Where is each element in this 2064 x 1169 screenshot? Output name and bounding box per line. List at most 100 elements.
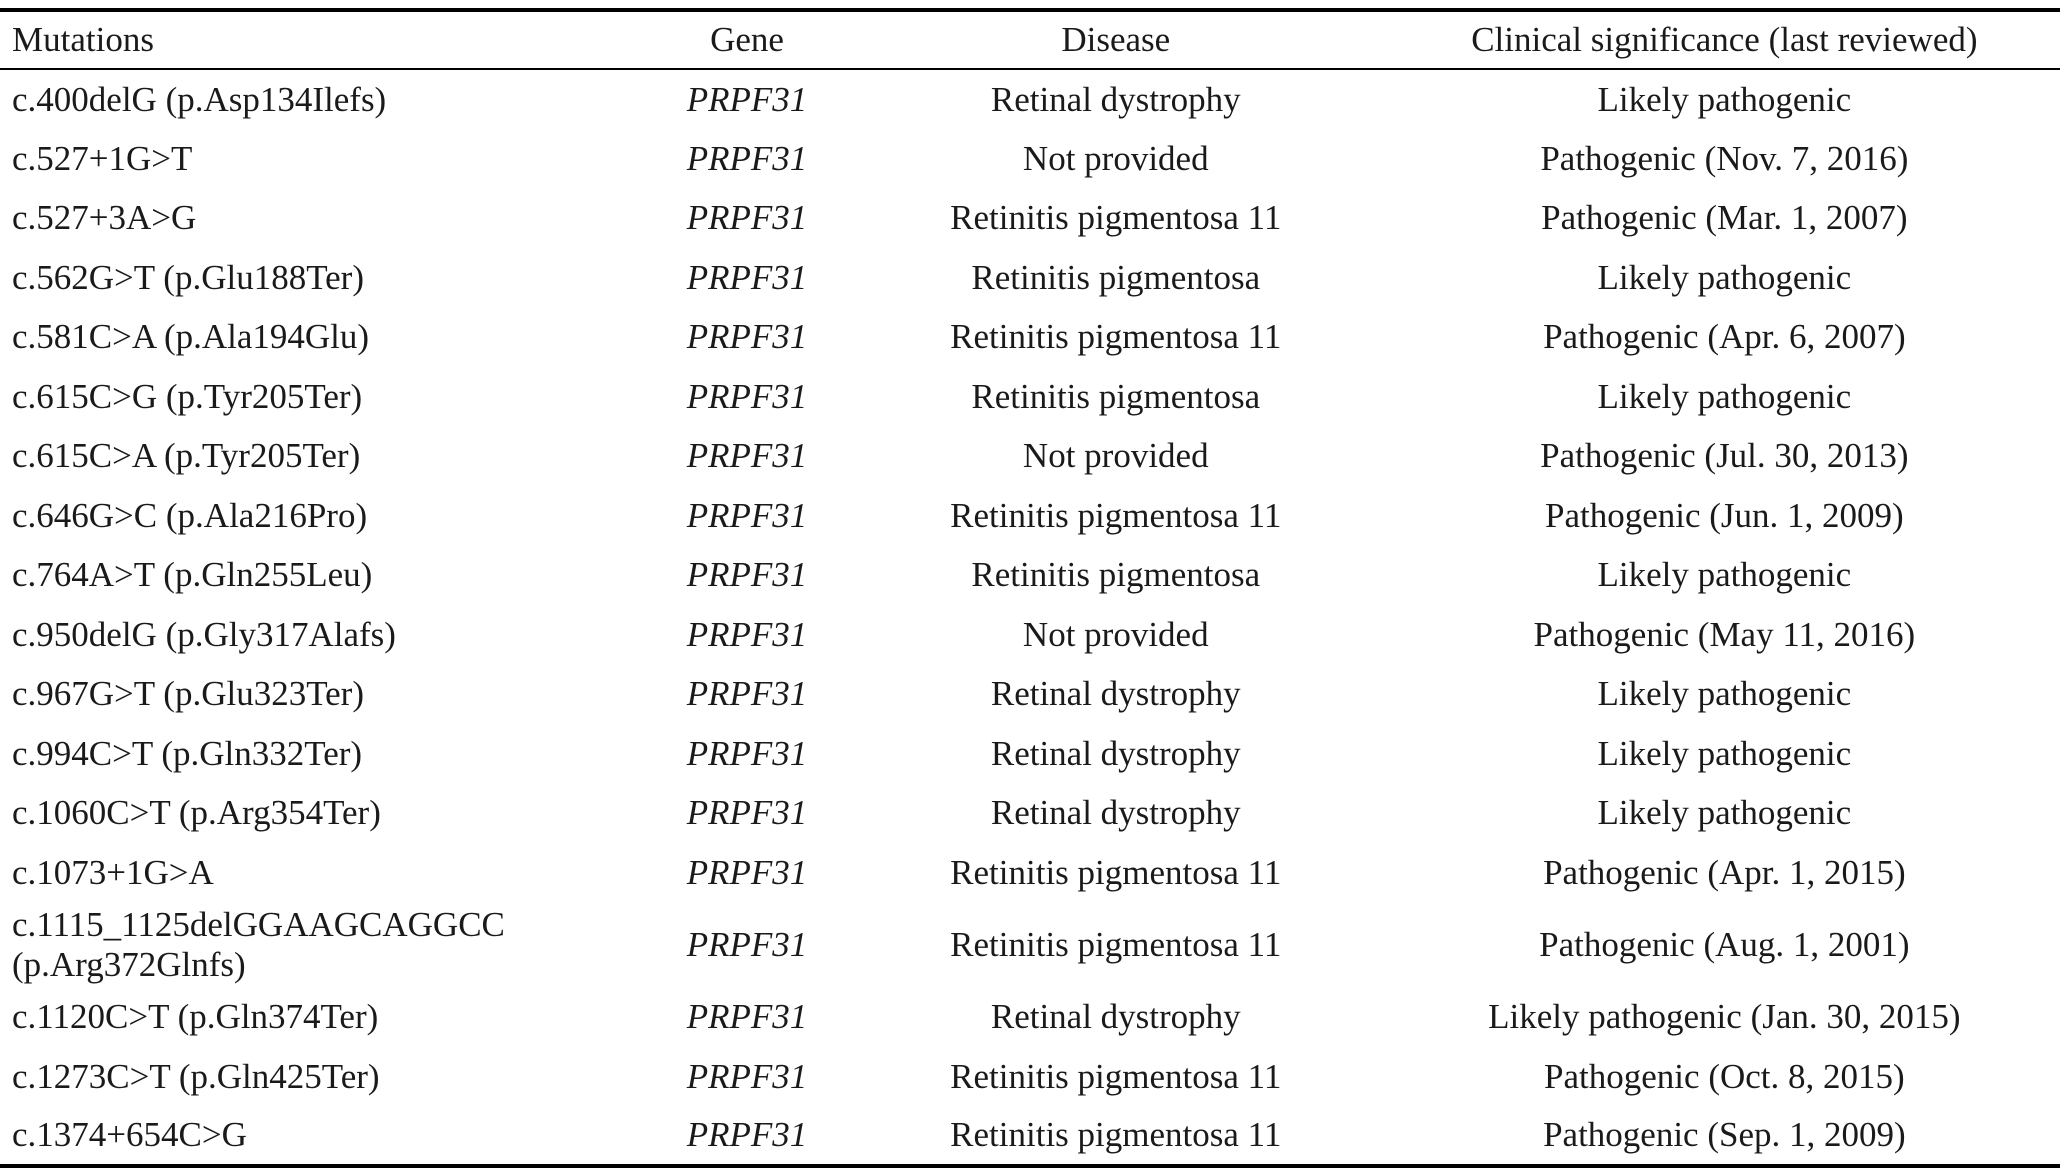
gene-cell: PRPF31 [686,138,808,178]
disease-cell: Retinal dystrophy [990,674,1241,714]
header-mutations: Mutations [12,20,154,60]
significance-cell: Likely pathogenic [1597,79,1852,119]
significance-cell: Pathogenic (Aug. 1, 2001) [1539,924,1910,964]
table-row: c.646G>C (p.Ala216Pro) PRPF31 Retinitis … [0,486,2060,546]
significance-cell: Pathogenic (Oct. 8, 2015) [1544,1056,1905,1096]
disease-cell: Retinitis pigmentosa 11 [950,198,1282,238]
mutation-line-1: c.1115_1125delGGAAGCAGGCC [12,905,505,945]
table-row: c.1115_1125delGGAAGCAGGCC (p.Arg372Glnfs… [0,902,2060,987]
header-row: Mutations Gene Disease Clinical signific… [0,10,2060,69]
table-row: c.764A>T (p.Gln255Leu) PRPF31 Retinitis … [0,545,2060,605]
mutation-cell: c.581C>A (p.Ala194Glu) [12,317,370,357]
disease-cell: Not provided [1022,614,1209,654]
table-header: Mutations Gene Disease Clinical signific… [0,10,2060,69]
disease-cell: Retinal dystrophy [990,733,1241,773]
significance-cell: Pathogenic (Jun. 1, 2009) [1545,495,1904,535]
significance-cell: Pathogenic (May 11, 2016) [1533,614,1916,654]
table-row: c.967G>T (p.Glu323Ter) PRPF31 Retinal dy… [0,664,2060,724]
table-row: c.562G>T (p.Glu188Ter) PRPF31 Retinitis … [0,248,2060,308]
gene-cell: PRPF31 [686,79,808,119]
significance-cell: Likely pathogenic [1597,793,1852,833]
mutation-cell: c.994C>T (p.Gln332Ter) [12,733,363,773]
table-row: c.527+1G>T PRPF31 Not provided Pathogeni… [0,129,2060,189]
mutation-cell: c.950delG (p.Gly317Alafs) [12,614,396,654]
table-row: c.527+3A>G PRPF31 Retinitis pigmentosa 1… [0,188,2060,248]
significance-cell: Pathogenic (Mar. 1, 2007) [1541,198,1908,238]
gene-cell: PRPF31 [686,376,808,416]
disease-cell: Retinitis pigmentosa [971,257,1261,297]
gene-cell: PRPF31 [686,793,808,833]
significance-cell: Pathogenic (Jul. 30, 2013) [1540,436,1909,476]
table-row: c.400delG (p.Asp134Ilefs) PRPF31 Retinal… [0,69,2060,129]
table-row: c.615C>G (p.Tyr205Ter) PRPF31 Retinitis … [0,367,2060,427]
mutation-cell: c.562G>T (p.Glu188Ter) [12,257,364,297]
mutation-cell: c.967G>T (p.Glu323Ter) [12,674,364,714]
gene-cell: PRPF31 [686,495,808,535]
gene-cell: PRPF31 [686,257,808,297]
significance-cell: Likely pathogenic [1597,733,1852,773]
disease-cell: Not provided [1022,436,1209,476]
mutation-cell: c.764A>T (p.Gln255Leu) [12,555,373,595]
mutation-cell: c.527+1G>T [12,138,193,178]
gene-cell: PRPF31 [686,924,808,964]
mutation-cell: c.646G>C (p.Ala216Pro) [12,495,368,535]
significance-cell: Likely pathogenic [1597,674,1852,714]
mutations-table-container: Mutations Gene Disease Clinical signific… [0,8,2064,1168]
disease-cell: Retinitis pigmentosa 11 [950,1115,1282,1155]
table-row: c.950delG (p.Gly317Alafs) PRPF31 Not pro… [0,605,2060,665]
gene-cell: PRPF31 [686,198,808,238]
disease-cell: Retinal dystrophy [990,793,1241,833]
significance-cell: Likely pathogenic [1597,555,1852,595]
header-disease: Disease [1061,20,1171,60]
mutation-cell: c.1120C>T (p.Gln374Ter) [12,997,379,1037]
disease-cell: Retinal dystrophy [990,997,1241,1037]
disease-cell: Retinal dystrophy [990,79,1241,119]
disease-cell: Retinitis pigmentosa [971,376,1261,416]
disease-cell: Retinitis pigmentosa 11 [950,1056,1282,1096]
table-row: c.1073+1G>A PRPF31 Retinitis pigmentosa … [0,843,2060,903]
mutation-cell: c.615C>G (p.Tyr205Ter) [12,376,363,416]
mutation-cell: c.615C>A (p.Tyr205Ter) [12,436,361,476]
mutation-cell: c.527+3A>G [12,198,197,238]
table-body: c.400delG (p.Asp134Ilefs) PRPF31 Retinal… [0,69,2060,1166]
gene-cell: PRPF31 [686,997,808,1037]
mutation-line-2: (p.Arg372Glnfs) [12,944,246,984]
table-row: c.1273C>T (p.Gln425Ter) PRPF31 Retinitis… [0,1047,2060,1107]
header-clinical-significance: Clinical significance (last reviewed) [1471,20,1978,60]
significance-cell: Pathogenic (Sep. 1, 2009) [1543,1115,1906,1155]
mutation-cell: c.1374+654C>G [12,1115,247,1155]
disease-cell: Retinitis pigmentosa 11 [950,317,1282,357]
table-row: c.1374+654C>G PRPF31 Retinitis pigmentos… [0,1106,2060,1166]
significance-cell: Pathogenic (Apr. 1, 2015) [1543,852,1906,892]
mutation-cell: c.1273C>T (p.Gln425Ter) [12,1056,380,1096]
significance-cell: Pathogenic (Nov. 7, 2016) [1540,138,1909,178]
significance-cell: Likely pathogenic [1597,257,1852,297]
gene-cell: PRPF31 [686,674,808,714]
header-gene: Gene [710,20,784,60]
disease-cell: Retinitis pigmentosa 11 [950,924,1282,964]
mutation-cell: c.400delG (p.Asp134Ilefs) [12,79,387,119]
gene-cell: PRPF31 [686,852,808,892]
significance-cell: Pathogenic (Apr. 6, 2007) [1543,317,1906,357]
disease-cell: Retinitis pigmentosa [971,555,1261,595]
mutation-cell: c.1060C>T (p.Arg354Ter) [12,793,381,833]
mutations-table: Mutations Gene Disease Clinical signific… [0,8,2060,1168]
disease-cell: Retinitis pigmentosa 11 [950,495,1282,535]
mutation-cell: c.1115_1125delGGAAGCAGGCC (p.Arg372Glnfs… [0,902,651,987]
table-row: c.994C>T (p.Gln332Ter) PRPF31 Retinal dy… [0,724,2060,784]
disease-cell: Retinitis pigmentosa 11 [950,852,1282,892]
gene-cell: PRPF31 [686,436,808,476]
gene-cell: PRPF31 [686,733,808,773]
gene-cell: PRPF31 [686,1115,808,1155]
table-row: c.615C>A (p.Tyr205Ter) PRPF31 Not provid… [0,426,2060,486]
table-row: c.1120C>T (p.Gln374Ter) PRPF31 Retinal d… [0,987,2060,1047]
table-row: c.1060C>T (p.Arg354Ter) PRPF31 Retinal d… [0,783,2060,843]
gene-cell: PRPF31 [686,555,808,595]
gene-cell: PRPF31 [686,1056,808,1096]
gene-cell: PRPF31 [686,614,808,654]
mutation-cell: c.1073+1G>A [12,852,214,892]
gene-cell: PRPF31 [686,317,808,357]
significance-cell: Likely pathogenic (Jan. 30, 2015) [1488,997,1961,1037]
table-row: c.581C>A (p.Ala194Glu) PRPF31 Retinitis … [0,307,2060,367]
significance-cell: Likely pathogenic [1597,376,1852,416]
